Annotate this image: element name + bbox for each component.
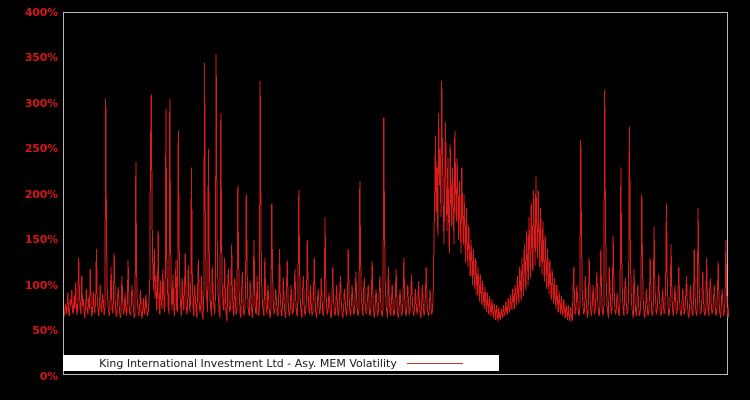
y-axis-tick-label: 100%	[24, 279, 58, 292]
y-axis-tick-label: 150%	[24, 233, 58, 246]
legend-line-sample-icon	[406, 362, 463, 364]
y-axis-tick-label: 50%	[32, 324, 58, 337]
legend: King International Investment Ltd - Asy.…	[63, 355, 499, 371]
y-axis: 400% 350% 300% 250% 200% 150% 100% 50% 0…	[0, 0, 58, 400]
legend-label: King International Investment Ltd - Asy.…	[99, 356, 397, 370]
plot-area	[63, 12, 729, 375]
y-axis-tick-label: 0%	[39, 370, 58, 383]
volatility-series	[64, 53, 729, 322]
y-axis-tick-label: 200%	[24, 188, 58, 201]
y-axis-tick-label: 250%	[24, 142, 58, 155]
y-axis-tick-label: 400%	[24, 6, 58, 19]
y-axis-tick-label: 300%	[24, 97, 58, 110]
y-axis-tick-label: 350%	[24, 51, 58, 64]
